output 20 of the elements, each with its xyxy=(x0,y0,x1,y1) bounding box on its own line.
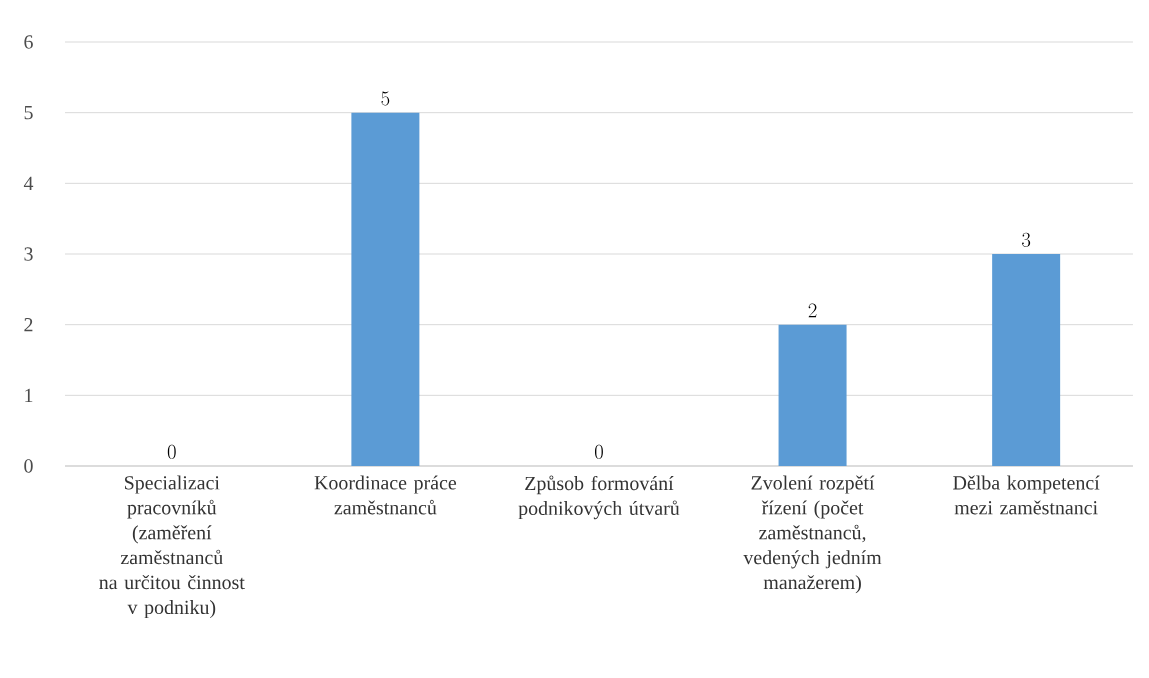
y-tick-label: 5 xyxy=(24,106,33,120)
y-tick-label: 2 xyxy=(24,318,33,332)
bar xyxy=(778,324,847,466)
y-tick-label: 1 xyxy=(25,388,33,402)
data-label: 3 xyxy=(1022,232,1031,247)
x-tick-label: Koordinace práce zaměstnanců xyxy=(314,475,457,515)
x-tick-label: Způsob formování podnikových útvarů xyxy=(518,475,680,520)
data-label: 2 xyxy=(808,303,817,318)
data-label: 0 xyxy=(167,444,176,459)
y-tick-label: 6 xyxy=(24,35,33,49)
x-tick-label: Zvolení rozpětí řízení (počet zaměstnanců, vedených jedním manažerem) xyxy=(743,475,882,594)
bar xyxy=(351,112,420,466)
data-label: 0 xyxy=(595,444,603,459)
y-tick-label: 3 xyxy=(24,247,33,261)
x-tick-label: Specializaci pracovníků (zaměření zaměstnanců na určitou činnost v podniku) xyxy=(99,475,245,619)
y-tick-label: 4 xyxy=(23,176,34,190)
y-tick-label: 0 xyxy=(24,459,33,473)
bar xyxy=(992,254,1061,466)
data-label: 5 xyxy=(381,91,390,106)
x-tick-label: Dělba kompetencí mezi zaměstnanci xyxy=(953,475,1100,515)
